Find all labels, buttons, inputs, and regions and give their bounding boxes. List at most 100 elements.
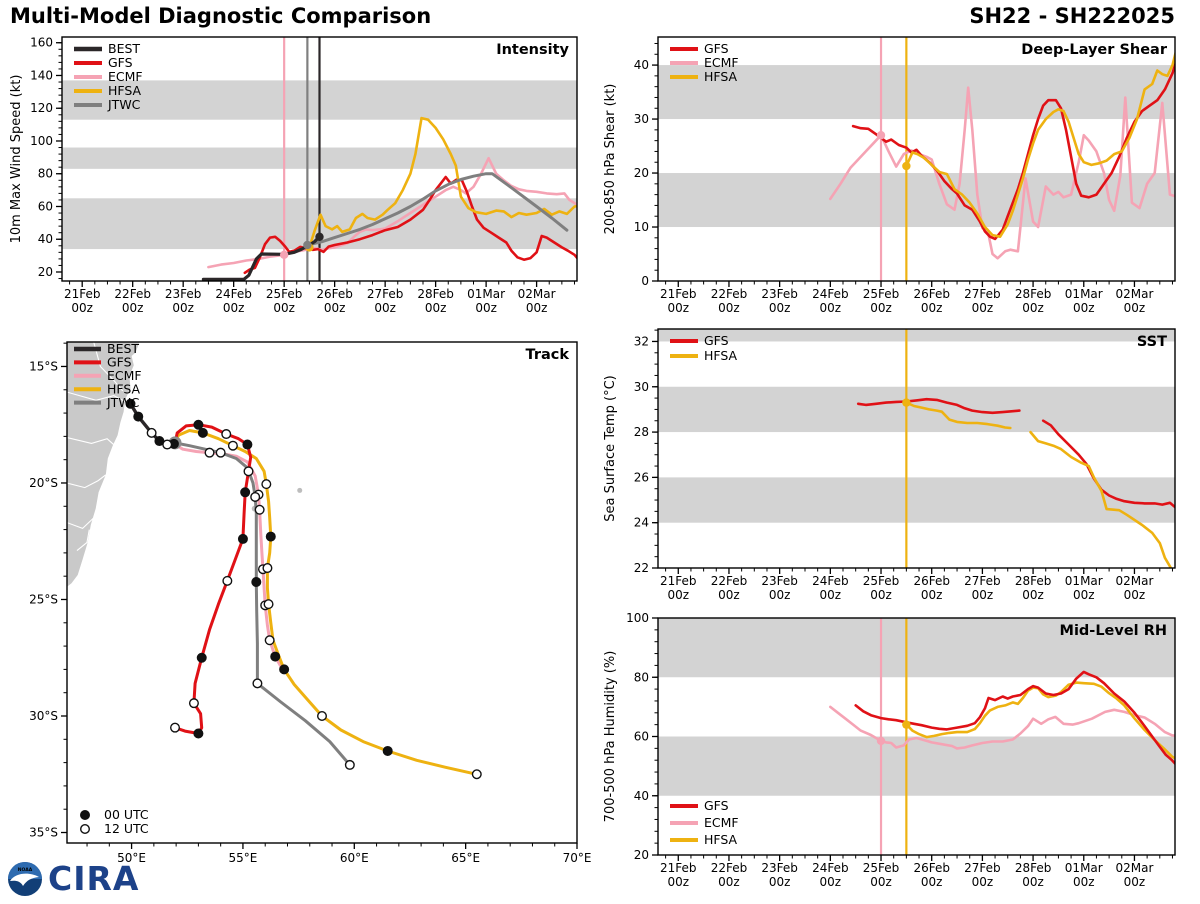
xtick-date: 01Mar (1065, 574, 1103, 588)
xtick-date: 24Feb (215, 287, 252, 301)
xtick-hour: 00z (820, 301, 842, 315)
legend-label-hfsa: HFSA (704, 832, 738, 847)
xtick-hour: 00z (820, 588, 842, 602)
xtick-hour: 00z (921, 588, 943, 602)
ytick-label: 32 (634, 334, 649, 348)
ytick-label: 0 (641, 274, 649, 288)
xtick-hour: 00z (526, 301, 548, 315)
filled-dot-icon (79, 810, 90, 821)
lat-tick-label: 20°S (29, 476, 58, 490)
xtick-hour: 00z (1073, 588, 1095, 602)
track-dot-12utc (227, 440, 238, 451)
xtick-hour: 00z (1124, 588, 1146, 602)
lon-tick-label: 70°E (563, 851, 592, 865)
ytick-label: 40 (38, 232, 53, 246)
rh-series-gfs (854, 670, 1175, 766)
plot-border (66, 341, 578, 844)
land-border (67, 474, 107, 489)
track-dot-00utc (237, 533, 248, 544)
ytick-label: 20 (634, 848, 649, 862)
xtick-hour: 00z (324, 301, 346, 315)
xtick-hour: 00z (1022, 875, 1044, 889)
xtick-hour: 00z (1022, 301, 1044, 315)
ytick-label: 20 (38, 265, 53, 279)
xtick-date: 22Feb (711, 861, 748, 875)
legend-label-ecmf: ECMF (108, 69, 143, 84)
ytick-label: 24 (634, 516, 649, 530)
xtick-date: 25Feb (266, 287, 303, 301)
xtick-date: 01Mar (1065, 861, 1103, 875)
track-dot-12utc (250, 491, 261, 502)
xtick-date: 27Feb (964, 574, 1001, 588)
track-dot-12utc (222, 575, 233, 586)
xtick-hour: 00z (273, 301, 295, 315)
xtick-hour: 00z (972, 875, 994, 889)
sst-series-hfsa (905, 401, 1012, 430)
land-border (76, 529, 90, 552)
init-marker-hfsa (902, 720, 911, 729)
track-dot-12utc (162, 439, 173, 450)
svg-text:NOAA: NOAA (18, 867, 33, 873)
xtick-hour: 00z (475, 301, 497, 315)
xtick-hour: 00z (870, 301, 892, 315)
track-best (129, 402, 176, 447)
legend-label-gfs: GFS (704, 333, 729, 348)
xtick-hour: 00z (1124, 875, 1146, 889)
cira-logo: CIRA (48, 859, 140, 898)
legend-label-jtwc: JTWC (106, 395, 140, 410)
rh-series-ecmf (829, 705, 1175, 750)
lat-tick-label: 25°S (29, 592, 58, 606)
xtick-hour: 00z (667, 875, 689, 889)
track-dot-12utc (252, 678, 263, 689)
init-marker-hfsa (902, 161, 911, 171)
init-marker-ecmf (876, 736, 886, 746)
legend-label-best: BEST (108, 41, 140, 56)
series-group (829, 670, 1175, 766)
track-dot-12utc (221, 429, 232, 440)
ytick-label: 100 (626, 611, 649, 625)
footer-logos: NOAA CIRA (6, 860, 139, 898)
xtick-date: 24Feb (812, 861, 849, 875)
xtick-date: 27Feb (367, 287, 404, 301)
band (658, 173, 1175, 228)
xtick-date: 24Feb (812, 287, 849, 301)
xtick-hour: 00z (1022, 588, 1044, 602)
track-dot-00utc (196, 652, 207, 663)
panel-shear: 21Feb00z22Feb00z23Feb00z24Feb00z25Feb00z… (603, 36, 1176, 315)
sst-series-hfsa (1029, 430, 1173, 568)
track-dot-00utc (265, 531, 276, 542)
track-dot-12utc (215, 447, 226, 458)
plot-border (657, 36, 1176, 282)
intensity-series-hfsa (308, 116, 577, 249)
track-dot-12utc (317, 711, 328, 722)
band (658, 477, 1175, 523)
lat-tick-label: 35°S (29, 826, 58, 840)
panel-title-track: Track (526, 347, 570, 363)
track-dot-00utc (279, 664, 290, 675)
xtick-hour: 00z (667, 301, 689, 315)
init-marker-best (315, 232, 324, 241)
legend-label-hfsa: HFSA (108, 83, 142, 98)
xtick-date: 22Feb (711, 287, 748, 301)
land-border (67, 517, 95, 530)
xtick-hour: 00z (374, 301, 396, 315)
xtick-hour: 00z (425, 301, 447, 315)
xtick-hour: 00z (972, 301, 994, 315)
track-gfs (173, 423, 253, 735)
xtick-hour: 00z (122, 301, 144, 315)
ytick-label: 20 (634, 166, 649, 180)
xtick-hour: 00z (172, 301, 194, 315)
land-border (67, 391, 126, 402)
xtick-hour: 00z (870, 588, 892, 602)
legend-label-best: BEST (107, 341, 139, 356)
lat-tick-label: 30°S (29, 709, 58, 723)
xtick-hour: 00z (1073, 875, 1095, 889)
ylabel-sst: Sea Surface Temp (°C) (603, 375, 618, 522)
noaa-logo-icon: NOAA (8, 862, 42, 896)
plot-border (657, 328, 1176, 569)
track-dot-00utc (193, 419, 204, 430)
xtick-date: 21Feb (64, 287, 101, 301)
legend-label-ecmf: ECMF (704, 815, 739, 830)
